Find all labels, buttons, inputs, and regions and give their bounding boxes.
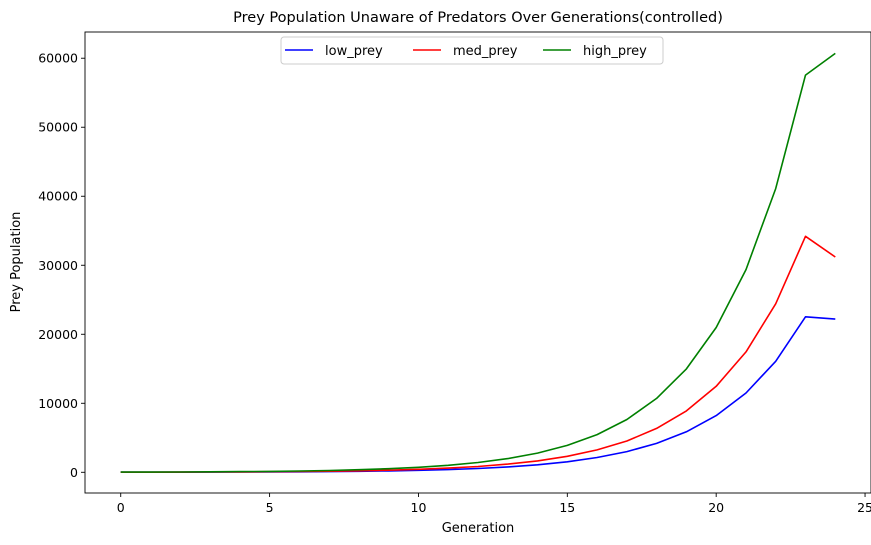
y-tick-label: 50000 <box>38 120 78 135</box>
x-axis-label: Generation <box>442 521 515 536</box>
series-line-high_prey <box>120 52 836 473</box>
series-line-low_prey <box>120 315 836 474</box>
legend-box <box>280 36 664 65</box>
y-axis: 0 10000 20000 30000 40000 50000 60000 <box>38 51 85 480</box>
y-tick-label: 30000 <box>38 258 78 273</box>
legend-label-low_prey: low_prey <box>325 44 383 59</box>
x-tick-label: 5 <box>266 500 274 515</box>
plot-area <box>120 52 836 474</box>
x-tick-label: 20 <box>708 500 724 515</box>
y-tick-label: 10000 <box>38 396 78 411</box>
chart-title: Prey Population Unaware of Predators Ove… <box>233 10 723 26</box>
x-tick-label: 25 <box>857 500 871 515</box>
y-axis-label: Prey Population <box>9 212 24 313</box>
x-axis: 0 5 10 15 20 25 <box>117 493 871 515</box>
x-tick-label: 10 <box>411 500 427 515</box>
y-tick-label: 40000 <box>38 189 78 204</box>
plot-frame <box>84 31 871 494</box>
x-tick-label: 0 <box>117 500 125 515</box>
y-tick-label: 60000 <box>38 51 78 66</box>
legend-label-high_prey: high_prey <box>583 44 647 59</box>
legend-label-med_prey: med_prey <box>453 44 518 59</box>
x-tick-label: 15 <box>559 500 575 515</box>
y-tick-label: 20000 <box>38 327 78 342</box>
y-tick-label: 0 <box>70 465 78 480</box>
legend: low_prey med_prey high_prey <box>280 36 664 65</box>
series-line-med_prey <box>120 235 836 474</box>
